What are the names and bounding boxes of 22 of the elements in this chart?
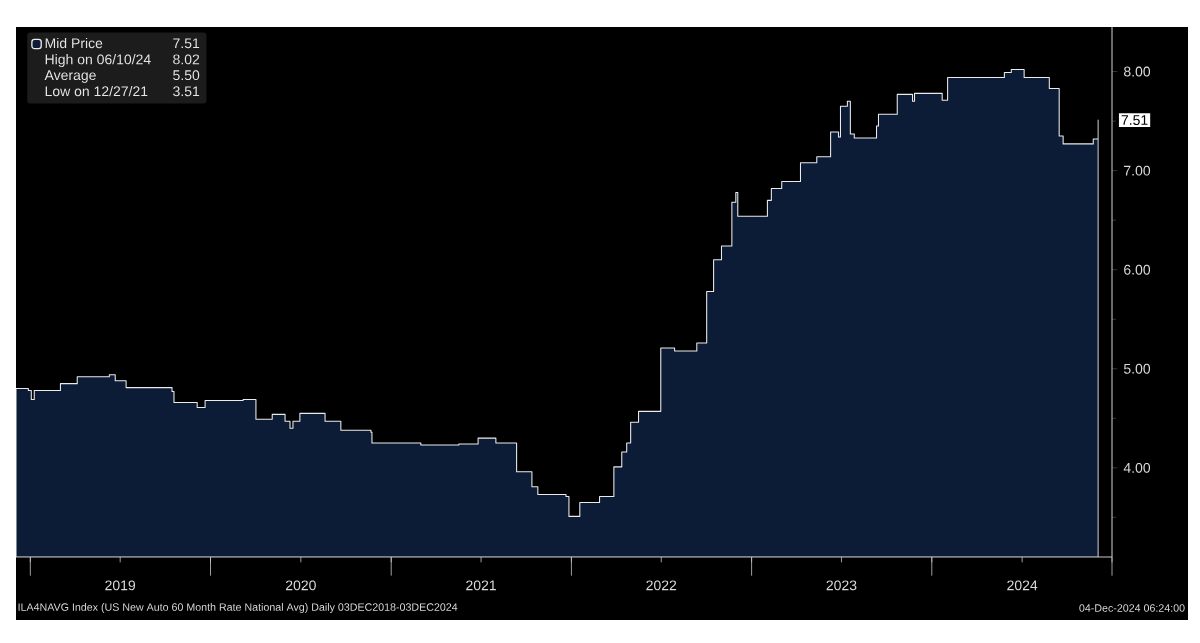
x-tick-label: 2021	[466, 580, 496, 591]
text: 04-Dec-2024 06:24:00	[1079, 604, 1185, 612]
text: ILA4NAVG Index (US New Auto 60 Month Rate National Avg) Daily 03DEC2018-03DEC2024	[18, 603, 458, 613]
annotation: Average	[44, 70, 96, 83]
legend-label: Mid Price	[45, 37, 103, 49]
y-tick-label: 4.00	[1123, 462, 1151, 473]
y-tick-label: 5.00	[1123, 363, 1151, 374]
y-tick-label: 8.00	[1123, 66, 1151, 77]
annotation: 5.50	[173, 70, 200, 81]
y-tick-label: 6.00	[1124, 264, 1151, 275]
annotation: 7.51	[173, 38, 200, 49]
x-tick-label: 2019	[105, 580, 136, 591]
annotation: 7.51	[1121, 115, 1148, 126]
x-tick-label: 2022	[646, 580, 677, 591]
annotation: 8.02	[173, 54, 200, 65]
annotation: 3.51	[173, 86, 200, 97]
y-tick-label: 7.00	[1124, 165, 1151, 176]
annotation: Low on 12/27/21	[45, 85, 148, 97]
x-tick-label: 2020	[286, 580, 316, 591]
x-tick-label: 2024	[1007, 580, 1038, 591]
x-tick-label: 2023	[826, 580, 857, 591]
annotation: High on 06/10/24	[45, 54, 151, 68]
